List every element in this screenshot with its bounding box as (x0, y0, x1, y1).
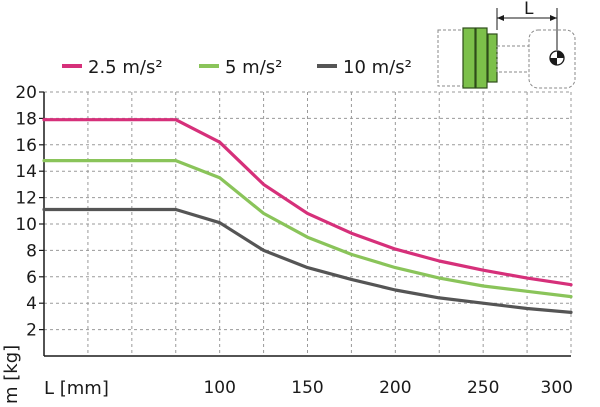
dimension-arrow-right (550, 15, 557, 21)
y-tick-label: 14 (15, 162, 37, 182)
y-tick-label: 8 (26, 241, 37, 261)
gripper-load-diagram-icon: L (437, 0, 576, 89)
y-axis-label: m [kg] (1, 345, 22, 404)
y-tick-label: 20 (15, 83, 37, 103)
gripper-body-outline (437, 29, 467, 87)
y-tick-label: 6 (26, 268, 37, 288)
dimension-label: L (524, 0, 534, 19)
center-of-mass-fill (550, 51, 564, 65)
y-tick-label: 12 (15, 189, 37, 209)
x-tick-label: 200 (379, 378, 411, 398)
gripper-jaw-2 (475, 27, 488, 89)
x-axis-label: L [mm] (44, 378, 109, 399)
y-tick-label: 18 (15, 109, 37, 129)
gripper-jaw-1 (462, 27, 476, 89)
series-line-0 (42, 118, 573, 287)
y-tick-label: 2 (26, 321, 37, 341)
tick-labels: 2 4 6 8 10 12 14 16 18 20 100 150 200 250 300 (15, 83, 573, 398)
grid (44, 91, 572, 356)
finger-outline (496, 45, 530, 73)
legend: 2.5 m/s² 5 m/s² 10 m/s² (62, 57, 412, 78)
legend-label-0: 2.5 m/s² (88, 57, 163, 78)
legend-label-1: 5 m/s² (225, 57, 282, 78)
x-tick-label: 250 (467, 378, 499, 398)
axes (39, 91, 571, 357)
series-line-1 (42, 159, 573, 299)
gripper-flange (487, 33, 498, 83)
x-tick-label: 150 (291, 378, 323, 398)
legend-label-2: 10 m/s² (343, 57, 412, 78)
load-outline (528, 29, 576, 89)
dimension-arrow-left (497, 15, 504, 21)
x-tick-label: 300 (541, 378, 573, 398)
series-lines (42, 118, 573, 314)
y-tick-label: 16 (15, 136, 37, 156)
y-tick-label: 10 (15, 215, 37, 235)
y-tick-label: 4 (26, 294, 37, 314)
series-line-2 (42, 207, 573, 314)
x-tick-label: 100 (203, 378, 235, 398)
